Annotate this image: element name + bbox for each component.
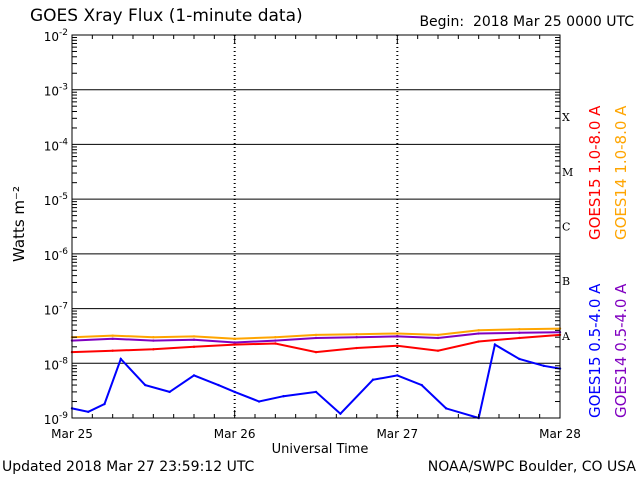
credit-text: NOAA/SWPC Boulder, CO USA <box>427 459 636 475</box>
data-point <box>314 350 318 354</box>
data-point <box>355 346 358 350</box>
data-point <box>192 374 196 377</box>
x-tick-label: Mar 27 <box>376 427 418 441</box>
data-point <box>339 412 342 415</box>
data-point <box>111 334 114 337</box>
y-tick-label: 10-5 <box>44 192 68 208</box>
data-point <box>168 390 171 394</box>
data-point <box>436 336 440 340</box>
data-point <box>518 331 521 335</box>
data-point <box>518 357 521 361</box>
data-point <box>233 390 236 394</box>
data-point <box>192 345 196 349</box>
flare-class-label: B <box>562 275 570 288</box>
series-line <box>71 343 561 420</box>
data-point <box>144 383 147 387</box>
data-point <box>518 336 521 340</box>
y-tick-label: 10-4 <box>44 137 69 153</box>
data-point <box>314 336 318 340</box>
data-point <box>103 402 106 406</box>
data-point <box>111 337 114 341</box>
begin-time: Begin: 2018 Mar 25 0000 UTC <box>419 14 634 30</box>
legend-goes15-long: GOES15 1.0-8.0 A <box>586 105 604 240</box>
data-point <box>257 400 261 403</box>
flare-class-label: M <box>562 166 573 179</box>
y-tick-label: 10-6 <box>44 247 69 263</box>
x-tick-label: Mar 28 <box>539 427 581 441</box>
legend-goes15-short: GOES15 0.5-4.0 A <box>586 283 604 418</box>
plot-frame <box>71 34 561 419</box>
data-point <box>493 343 497 346</box>
chart-title: GOES Xray Flux (1-minute data) <box>30 6 303 26</box>
x-tick-label: Mar 25 <box>51 427 93 441</box>
data-point <box>217 383 220 387</box>
data-point <box>111 349 114 352</box>
data-point <box>192 335 196 338</box>
data-point <box>396 332 399 335</box>
data-point <box>152 339 155 342</box>
data-point <box>396 344 399 347</box>
data-point <box>274 339 277 342</box>
data-point <box>444 407 448 410</box>
data-point <box>87 410 90 413</box>
y-tick-label: 10-9 <box>44 411 69 427</box>
data-point <box>274 335 277 339</box>
data-point <box>477 332 480 335</box>
data-point <box>355 333 358 336</box>
data-point <box>119 357 123 361</box>
y-tick-label: 10-8 <box>44 356 69 372</box>
y-tick-label: 10-2 <box>44 28 68 44</box>
data-point <box>396 374 399 377</box>
data-point <box>436 333 440 337</box>
data-point <box>420 383 423 387</box>
data-point <box>314 390 318 394</box>
flare-class-label: A <box>561 330 571 343</box>
data-point <box>542 364 545 367</box>
begin-label: Begin: <box>419 14 465 30</box>
data-point <box>192 338 196 341</box>
data-point <box>477 329 480 332</box>
data-point <box>274 342 277 345</box>
legend-goes14-long: GOES14 1.0-8.0 A <box>612 105 630 240</box>
data-point <box>152 335 155 339</box>
data-point <box>233 341 236 344</box>
data-point <box>314 333 318 337</box>
data-point <box>477 340 480 343</box>
legend-goes14-short: GOES14 0.5-4.0 A <box>612 283 630 418</box>
data-point <box>436 349 440 352</box>
y-tick-label: 10-7 <box>44 302 68 318</box>
data-point <box>371 378 375 381</box>
data-point <box>233 337 236 341</box>
x-axis-label: Universal Time <box>271 442 369 457</box>
data-point <box>152 348 155 351</box>
flare-class-label: X <box>562 111 570 124</box>
data-point <box>396 335 399 338</box>
data-point <box>355 335 358 339</box>
data-point <box>518 327 521 331</box>
updated-timestamp: Updated 2018 Mar 27 23:59:12 UTC <box>2 459 255 475</box>
data-point <box>233 343 236 346</box>
data-point <box>282 395 285 398</box>
begin-value: 2018 Mar 25 0000 UTC <box>472 14 634 30</box>
x-tick-label: Mar 26 <box>214 427 256 441</box>
y-tick-label: 10-3 <box>44 83 68 99</box>
flare-class-label: C <box>562 221 570 234</box>
